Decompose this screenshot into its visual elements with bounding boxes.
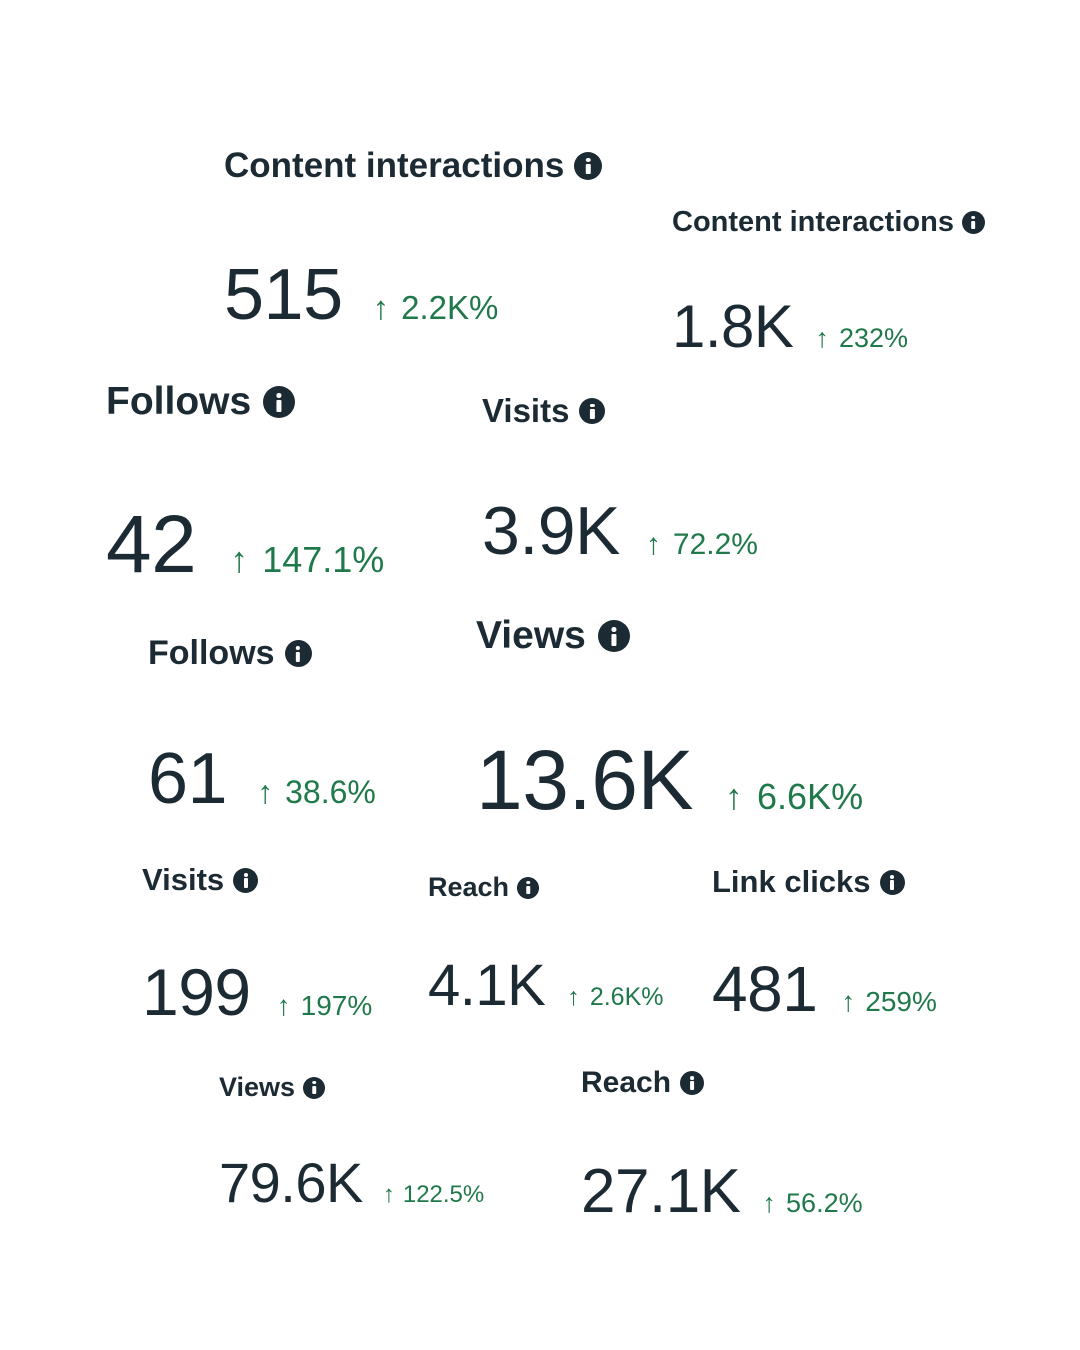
arrow-up-icon: ↑ <box>276 990 291 1021</box>
metric-label: Link clicks <box>712 864 871 899</box>
arrow-up-icon: ↑ <box>230 539 249 580</box>
metric-change: ↑ 2.2K% <box>373 289 499 327</box>
metric-value: 4.1K <box>428 953 546 1018</box>
metric-value: 61 <box>148 739 228 819</box>
metric-change: ↑ 6.6K% <box>725 776 863 818</box>
metric-change-value: 38.6% <box>285 774 376 810</box>
metric-change-value: 122.5% <box>402 1181 485 1208</box>
metric-change: ↑ 122.5% <box>383 1181 484 1209</box>
metric-change-value: 197% <box>300 990 373 1021</box>
arrow-up-icon: ↑ <box>762 1188 777 1218</box>
metric-change: ↑ 232% <box>815 323 908 354</box>
info-icon[interactable] <box>233 867 259 893</box>
info-icon[interactable] <box>879 869 905 895</box>
info-icon[interactable] <box>579 398 606 424</box>
metric-label: Visits <box>482 392 570 429</box>
metric-change-value: 2.2K% <box>401 289 499 326</box>
metric-change-value: 6.6K% <box>757 776 864 817</box>
metric-label: Reach <box>581 1066 672 1099</box>
metric-change-value: 259% <box>865 986 937 1017</box>
metric-value: 27.1K <box>581 1157 741 1226</box>
metric-label: Follows <box>148 634 275 672</box>
metric-change-value: 147.1% <box>262 539 385 580</box>
arrow-up-icon: ↑ <box>841 986 856 1017</box>
metric-label: Views <box>219 1072 296 1102</box>
metric-label: Views <box>476 614 586 657</box>
arrow-up-icon: ↑ <box>382 1181 395 1208</box>
metric-label: Visits <box>142 862 225 897</box>
metric-change: ↑ 197% <box>277 990 373 1022</box>
metric-value: 515 <box>224 255 343 335</box>
arrow-up-icon: ↑ <box>815 323 829 353</box>
metric-value: 199 <box>142 955 251 1029</box>
arrow-up-icon: ↑ <box>725 776 744 817</box>
metric-value: 42 <box>106 499 197 590</box>
metric-value: 79.6K <box>219 1151 363 1214</box>
info-icon[interactable] <box>961 211 985 234</box>
metric-change: ↑ 38.6% <box>257 774 376 811</box>
info-icon[interactable] <box>517 876 540 899</box>
metric-label: Follows <box>106 380 252 423</box>
metric-change: ↑ 72.2% <box>646 528 758 562</box>
info-icon[interactable] <box>574 152 603 180</box>
info-icon[interactable] <box>284 640 312 667</box>
metric-change: ↑ 2.6K% <box>567 983 663 1012</box>
metric-value: 1.8K <box>672 293 794 360</box>
metric-change-value: 72.2% <box>672 528 758 561</box>
info-icon[interactable] <box>597 620 630 652</box>
arrow-up-icon: ↑ <box>567 983 580 1011</box>
metric-change-value: 2.6K% <box>589 983 664 1011</box>
metric-value: 481 <box>712 953 818 1025</box>
info-icon[interactable] <box>263 386 296 418</box>
arrow-up-icon: ↑ <box>372 289 390 326</box>
metric-value: 13.6K <box>476 733 694 827</box>
info-icon[interactable] <box>303 1076 326 1099</box>
metric-change: ↑ 56.2% <box>763 1188 863 1219</box>
info-icon[interactable] <box>680 1071 705 1095</box>
metric-value: 3.9K <box>482 493 620 569</box>
metric-change-value: 56.2% <box>786 1188 863 1218</box>
metric-label: Content interactions <box>224 146 565 185</box>
arrow-up-icon: ↑ <box>257 774 274 810</box>
metric-change: ↑ 147.1% <box>230 539 384 581</box>
arrow-up-icon: ↑ <box>645 528 661 561</box>
metric-change: ↑ 259% <box>841 986 937 1018</box>
metric-label: Reach <box>428 872 510 902</box>
metric-change-value: 232% <box>838 323 908 353</box>
metric-label: Content interactions <box>672 206 954 238</box>
